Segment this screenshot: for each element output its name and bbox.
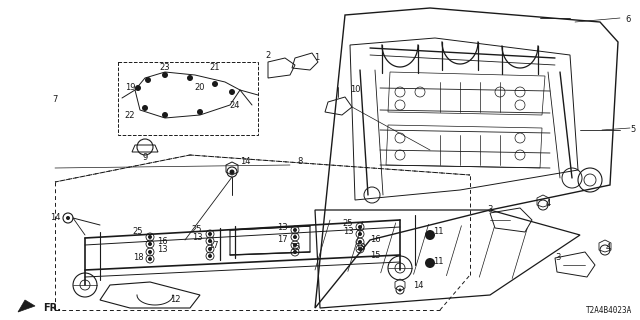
Text: 23: 23 [160, 63, 170, 73]
Circle shape [293, 228, 297, 232]
Text: 4: 4 [605, 244, 611, 252]
Circle shape [208, 247, 212, 251]
Text: T2A4B4023A: T2A4B4023A [586, 306, 632, 315]
Text: 18: 18 [355, 244, 365, 252]
Text: FR.: FR. [43, 303, 61, 313]
Circle shape [358, 225, 362, 229]
Circle shape [148, 235, 152, 239]
Text: 4: 4 [545, 198, 550, 207]
Circle shape [66, 216, 70, 220]
Text: 16: 16 [157, 236, 167, 245]
Circle shape [145, 77, 151, 83]
Text: 18: 18 [132, 252, 143, 261]
Circle shape [208, 239, 212, 243]
Text: 13: 13 [276, 222, 287, 231]
Text: 13: 13 [157, 244, 167, 253]
Circle shape [230, 170, 234, 174]
Text: 13: 13 [342, 228, 353, 236]
Circle shape [208, 254, 212, 258]
Text: 3: 3 [556, 253, 561, 262]
Text: 19: 19 [125, 84, 135, 92]
Text: 1: 1 [314, 52, 319, 61]
Text: 2: 2 [266, 51, 271, 60]
Text: 15: 15 [290, 244, 300, 252]
Text: 11: 11 [433, 228, 444, 236]
Text: 14: 14 [240, 156, 250, 165]
Circle shape [148, 257, 152, 261]
Text: 11: 11 [433, 257, 444, 266]
Circle shape [212, 81, 218, 87]
Text: 8: 8 [298, 157, 303, 166]
Circle shape [358, 240, 362, 244]
Text: 5: 5 [630, 125, 636, 134]
Text: 20: 20 [195, 84, 205, 92]
Circle shape [358, 232, 362, 236]
Text: 3: 3 [487, 205, 493, 214]
Circle shape [187, 75, 193, 81]
Circle shape [135, 85, 141, 91]
Text: 14: 14 [413, 282, 423, 291]
Text: 17: 17 [276, 236, 287, 244]
Text: 17: 17 [208, 242, 218, 251]
Circle shape [197, 109, 203, 115]
Text: 24: 24 [230, 100, 240, 109]
Circle shape [399, 289, 401, 292]
Text: 14: 14 [50, 213, 60, 222]
Text: 12: 12 [170, 295, 180, 305]
Text: 21: 21 [210, 63, 220, 73]
Circle shape [229, 89, 235, 95]
Circle shape [358, 247, 362, 251]
Text: 9: 9 [142, 154, 148, 163]
Text: 25: 25 [343, 220, 353, 228]
Circle shape [142, 105, 148, 111]
Circle shape [148, 250, 152, 254]
Circle shape [293, 250, 297, 254]
Circle shape [293, 243, 297, 247]
Circle shape [293, 235, 297, 239]
Circle shape [162, 112, 168, 118]
Circle shape [425, 230, 435, 240]
Text: 16: 16 [370, 236, 380, 244]
Text: 25: 25 [132, 228, 143, 236]
Text: 6: 6 [625, 15, 630, 25]
Text: 22: 22 [125, 110, 135, 119]
Circle shape [425, 258, 435, 268]
Text: 13: 13 [192, 234, 202, 243]
Circle shape [208, 232, 212, 236]
Polygon shape [18, 300, 35, 312]
Text: 7: 7 [52, 95, 58, 105]
Circle shape [162, 72, 168, 78]
Text: 10: 10 [349, 85, 360, 94]
Circle shape [148, 242, 152, 246]
Text: 15: 15 [370, 251, 380, 260]
Text: 25: 25 [192, 226, 202, 235]
